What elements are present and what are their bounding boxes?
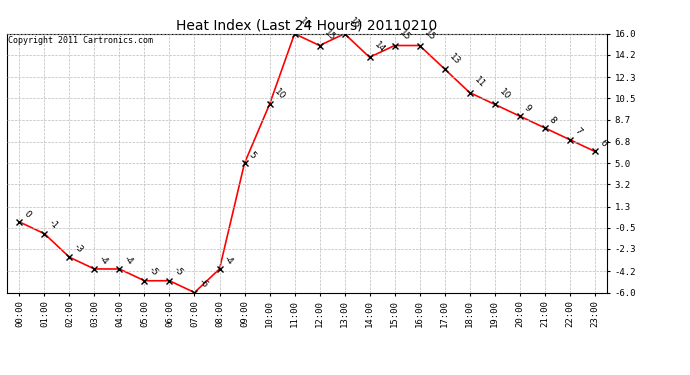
Text: Copyright 2011 Cartronics.com: Copyright 2011 Cartronics.com [8, 36, 153, 45]
Text: 15: 15 [322, 28, 337, 43]
Text: -5: -5 [172, 265, 185, 278]
Text: 0: 0 [22, 209, 32, 219]
Text: 13: 13 [447, 52, 462, 66]
Title: Heat Index (Last 24 Hours) 20110210: Heat Index (Last 24 Hours) 20110210 [177, 19, 437, 33]
Text: 15: 15 [397, 28, 412, 43]
Text: 7: 7 [573, 126, 583, 137]
Text: -5: -5 [147, 265, 160, 278]
Text: -4: -4 [122, 254, 135, 266]
Text: 10: 10 [497, 87, 512, 102]
Text: 8: 8 [547, 115, 558, 125]
Text: 15: 15 [422, 28, 437, 43]
Text: 9: 9 [522, 103, 533, 113]
Text: -1: -1 [47, 218, 60, 231]
Text: 14: 14 [373, 40, 387, 54]
Text: -4: -4 [97, 254, 110, 266]
Text: -6: -6 [197, 277, 210, 290]
Text: 16: 16 [347, 16, 362, 31]
Text: 11: 11 [473, 75, 487, 90]
Text: -3: -3 [72, 242, 85, 255]
Text: -4: -4 [222, 254, 235, 266]
Text: 5: 5 [247, 150, 258, 160]
Text: 10: 10 [273, 87, 287, 102]
Text: 16: 16 [297, 16, 312, 31]
Text: 6: 6 [598, 138, 608, 148]
